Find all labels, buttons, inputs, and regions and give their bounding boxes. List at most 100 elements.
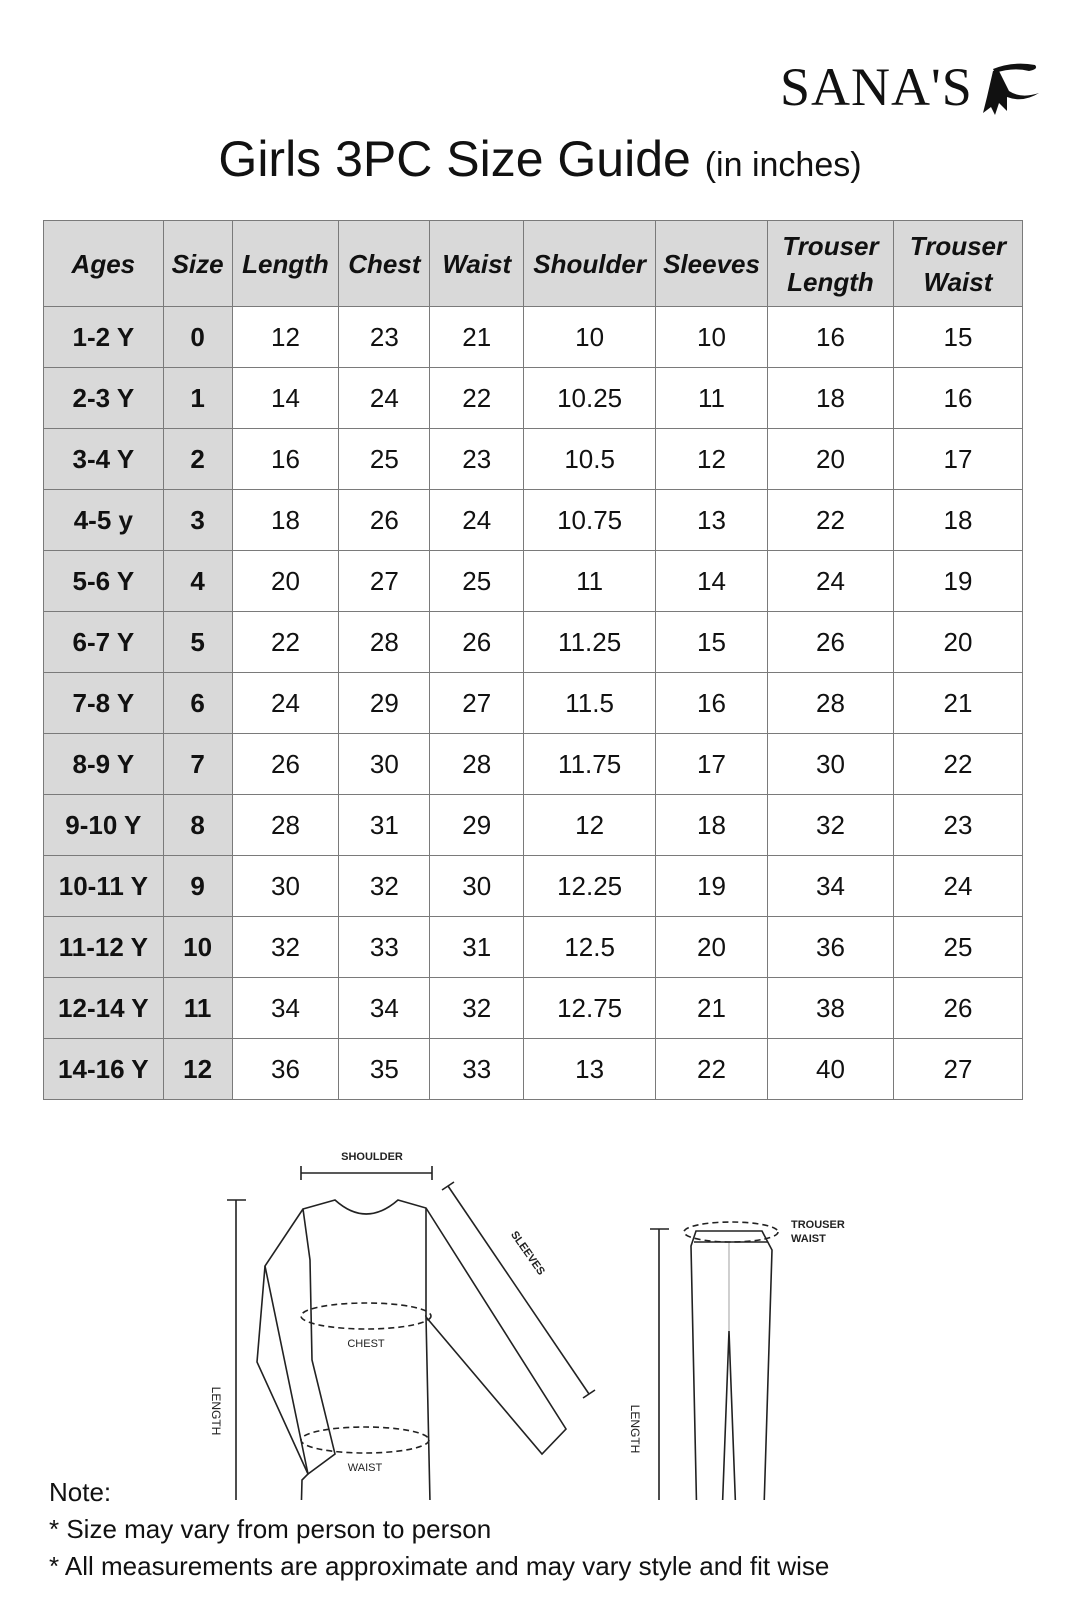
column-header: Trouser Length <box>766 220 894 307</box>
measurement-cell: 12 <box>523 794 657 856</box>
size-table: Ages Size Length Chest Waist Shoulder Sleeves T… <box>43 220 1024 1100</box>
measurement-cell: 11.25 <box>523 611 657 673</box>
column-header: Sleeves <box>655 220 768 307</box>
measurement-cell: 25 <box>338 428 431 490</box>
measurement-cell: 13 <box>523 1038 657 1100</box>
size-cell: 10 <box>162 916 233 978</box>
measurement-cell: 10.5 <box>523 428 657 490</box>
measurement-cell: 10 <box>523 306 657 368</box>
age-cell: 3-4 Y <box>43 428 164 490</box>
table-row: 9-10 Y 8 28 31 29 12 18 32 23 <box>43 794 1024 856</box>
measurement-cell: 20 <box>655 916 768 978</box>
measurement-cell: 10.75 <box>523 489 657 551</box>
age-cell: 10-11 Y <box>43 855 164 917</box>
size-cell: 12 <box>162 1038 233 1100</box>
measurement-cell: 26 <box>766 611 894 673</box>
age-cell: 8-9 Y <box>43 733 164 795</box>
measurement-cell: 34 <box>231 977 340 1039</box>
measurement-cell: 24 <box>338 367 431 429</box>
trouser-waist-measure <box>683 1221 779 1243</box>
measurement-cell: 25 <box>892 916 1024 978</box>
measurement-cell: 26 <box>892 977 1024 1039</box>
note-item: * All measurements are approximate and m… <box>49 1551 830 1581</box>
measurement-cell: 32 <box>231 916 340 978</box>
sleeves-label: SLEEVES <box>508 1229 547 1277</box>
table-row: 10-11 Y 9 30 32 30 12.25 19 34 24 <box>43 855 1024 917</box>
size-cell: 7 <box>162 733 233 795</box>
length-measure <box>227 1199 246 1500</box>
measurement-cell: 32 <box>429 977 525 1039</box>
measurement-cell: 33 <box>338 916 431 978</box>
measurement-cell: 31 <box>429 916 525 978</box>
measurement-cell: 21 <box>892 672 1024 734</box>
measurement-cell: 21 <box>655 977 768 1039</box>
measurement-cell: 27 <box>429 672 525 734</box>
note-item: * Size may vary from person to person <box>49 1514 492 1544</box>
age-cell: 7-8 Y <box>43 672 164 734</box>
measurement-cell: 28 <box>766 672 894 734</box>
measurement-cell: 22 <box>655 1038 768 1100</box>
page-title: Girls 3PC Size Guide (in inches) <box>0 130 1080 188</box>
table-row: 2-3 Y 1 14 24 22 10.25 11 18 16 <box>43 367 1024 429</box>
measurement-cell: 25 <box>429 550 525 612</box>
measurement-cell: 30 <box>766 733 894 795</box>
measurement-cell: 11 <box>523 550 657 612</box>
trouser-waist-label: TROUSER <box>791 1219 845 1231</box>
measurement-cell: 12 <box>231 306 340 368</box>
measurement-cell: 26 <box>231 733 340 795</box>
measurement-cell: 10.25 <box>523 367 657 429</box>
measurement-cell: 15 <box>655 611 768 673</box>
age-cell: 5-6 Y <box>43 550 164 612</box>
table-row: 14-16 Y 12 36 35 33 13 22 40 27 <box>43 1038 1024 1100</box>
age-cell: 6-7 Y <box>43 611 164 673</box>
measurement-cell: 23 <box>429 428 525 490</box>
trouser-length-label: LENGTH <box>628 1405 642 1454</box>
size-cell: 5 <box>162 611 233 673</box>
measurement-cell: 36 <box>231 1038 340 1100</box>
column-header: Ages <box>43 220 164 307</box>
measurement-cell: 30 <box>231 855 340 917</box>
measurement-cell: 16 <box>766 306 894 368</box>
measurement-cell: 18 <box>231 489 340 551</box>
measurement-cell: 20 <box>892 611 1024 673</box>
measurement-cell: 16 <box>655 672 768 734</box>
measurement-cell: 18 <box>892 489 1024 551</box>
measurement-cell: 36 <box>766 916 894 978</box>
measurement-cell: 32 <box>766 794 894 856</box>
size-cell: 3 <box>162 489 233 551</box>
trouser-drawing <box>690 1230 773 1500</box>
measurement-cell: 31 <box>338 794 431 856</box>
measurement-cell: 26 <box>429 611 525 673</box>
length-label: LENGTH <box>209 1387 223 1436</box>
column-header: Chest <box>338 220 431 307</box>
measurement-cell: 22 <box>231 611 340 673</box>
measurement-cell: 13 <box>655 489 768 551</box>
sleeve-measure <box>441 1181 596 1399</box>
measurement-cell: 11.75 <box>523 733 657 795</box>
waist-measure <box>300 1426 430 1454</box>
measurement-cell: 23 <box>892 794 1024 856</box>
measurement-cell: 18 <box>766 367 894 429</box>
measurement-cell: 33 <box>429 1038 525 1100</box>
measurement-cell: 12.5 <box>523 916 657 978</box>
measurement-cell: 19 <box>892 550 1024 612</box>
measurement-cell: 40 <box>766 1038 894 1100</box>
measurement-cell: 35 <box>338 1038 431 1100</box>
table-row: 12-14 Y 11 34 34 32 12.75 21 38 26 <box>43 977 1024 1039</box>
measurement-cell: 34 <box>338 977 431 1039</box>
measurement-cell: 17 <box>892 428 1024 490</box>
measurement-cell: 14 <box>655 550 768 612</box>
table-row: 3-4 Y 2 16 25 23 10.5 12 20 17 <box>43 428 1024 490</box>
size-cell: 0 <box>162 306 233 368</box>
table-row: 8-9 Y 7 26 30 28 11.75 17 30 22 <box>43 733 1024 795</box>
age-cell: 14-16 Y <box>43 1038 164 1100</box>
measurement-cell: 27 <box>338 550 431 612</box>
measurement-cell: 16 <box>892 367 1024 429</box>
trouser-waist-label-2: WAIST <box>791 1233 826 1245</box>
measurement-cell: 28 <box>231 794 340 856</box>
trouser-length-measure <box>650 1228 669 1500</box>
measurement-diagram: SHOULDER SLEEVES CHEST WAIST LENGTH LENG… <box>209 1151 845 1500</box>
measurement-cell: 34 <box>766 855 894 917</box>
size-cell: 4 <box>162 550 233 612</box>
column-header: Size <box>162 220 233 307</box>
